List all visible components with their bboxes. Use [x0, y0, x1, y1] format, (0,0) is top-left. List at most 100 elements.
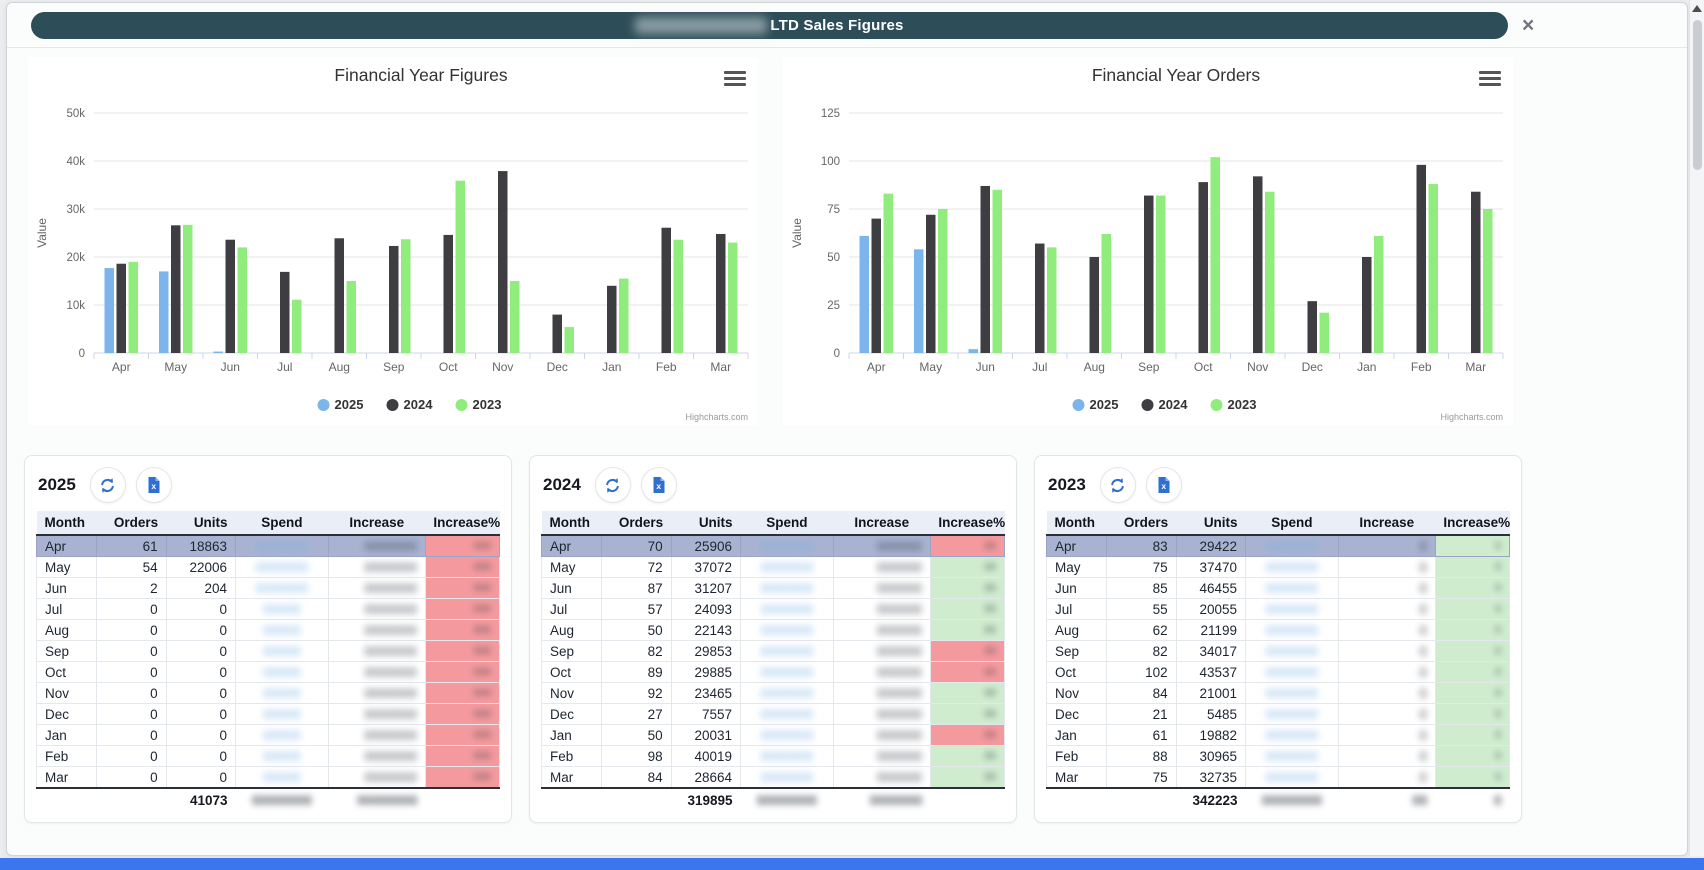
bar-2023-Oct[interactable]	[455, 180, 466, 353]
bar-2025-Apr[interactable]	[104, 268, 115, 353]
bar-2024-Jun[interactable]	[225, 239, 236, 353]
bar-2024-Jul[interactable]	[280, 271, 290, 353]
bar-2023-Oct[interactable]	[1210, 157, 1221, 353]
bar-2024-Aug[interactable]	[1089, 257, 1100, 353]
bar-2023-Sep[interactable]	[1156, 195, 1166, 353]
legend-item-2024[interactable]: 2024	[386, 397, 434, 412]
bar-2024-Sep[interactable]	[1144, 195, 1154, 353]
bar-2023-May[interactable]	[183, 224, 193, 353]
table-row-sep[interactable]: Sep 82 29853 0000000 000000 00	[540, 640, 1006, 662]
table-row-mar[interactable]: Mar 84 28664 0000000 000000 00	[540, 766, 1006, 789]
bar-2024-May[interactable]	[171, 225, 181, 353]
bar-2024-Jul[interactable]	[1035, 243, 1045, 353]
bar-2024-Mar[interactable]	[1471, 191, 1481, 353]
bar-2025-Jun[interactable]	[213, 351, 224, 353]
table-row-jun[interactable]: Jun 2 204 0000000 0000000 000	[35, 577, 501, 599]
table-row-apr[interactable]: Apr 61 18863 0000000 0000000 000	[35, 535, 501, 557]
refresh-button[interactable]	[1099, 467, 1136, 503]
close-button[interactable]: ×	[1522, 14, 1535, 37]
bar-2023-Dec[interactable]	[564, 327, 575, 353]
bar-2023-Apr[interactable]	[883, 193, 894, 353]
bar-2023-Feb[interactable]	[1428, 184, 1439, 353]
table-row-may[interactable]: May 54 22006 0000000 0000000 000	[35, 556, 501, 578]
table-row-jan[interactable]: Jan 0 0 00000 0000000 000	[35, 724, 501, 746]
table-row-jan[interactable]: Jan 50 20031 0000000 000000 00	[540, 724, 1006, 746]
bar-2023-Jul[interactable]	[1047, 247, 1057, 353]
table-row-may[interactable]: May 72 37072 0000000 000000 00	[540, 556, 1006, 578]
bar-2024-Jan[interactable]	[607, 285, 617, 353]
bar-2023-Dec[interactable]	[1319, 312, 1330, 353]
legend-item-2025[interactable]: 2025	[1072, 397, 1119, 412]
bar-2024-Nov[interactable]	[498, 171, 508, 353]
table-row-jul[interactable]: Jul 57 24093 0000000 000000 00	[540, 598, 1006, 620]
bar-2023-Jun[interactable]	[237, 247, 248, 353]
bar-2024-Jun[interactable]	[980, 185, 991, 353]
bar-2023-Apr[interactable]	[128, 261, 139, 353]
table-row-jun[interactable]: Jun 87 31207 0000000 000000 00	[540, 577, 1006, 599]
scrollbar-thumb[interactable]	[1692, 20, 1702, 170]
table-row-oct[interactable]: Oct 0 0 00000 0000000 000	[35, 661, 501, 683]
chart-context-menu-icon[interactable]	[724, 68, 746, 88]
table-row-jul[interactable]: Jul 0 0 00000 0000000 000	[35, 598, 501, 620]
table-row-nov[interactable]: Nov 0 0 00000 0000000 000	[35, 682, 501, 704]
table-row-mar[interactable]: Mar 75 32735 0000000 0 0	[1045, 766, 1511, 789]
bar-2024-Feb[interactable]	[1416, 164, 1427, 353]
bar-2023-Mar[interactable]	[728, 242, 738, 353]
table-row-aug[interactable]: Aug 50 22143 0000000 000000 00	[540, 619, 1006, 641]
table-row-dec[interactable]: Dec 0 0 00000 0000000 000	[35, 703, 501, 725]
export-excel-button[interactable]: x	[640, 467, 677, 503]
bar-2023-Jul[interactable]	[292, 299, 302, 353]
bar-2024-Apr[interactable]	[116, 263, 127, 353]
bar-2024-May[interactable]	[926, 214, 936, 353]
bar-2023-Nov[interactable]	[1265, 191, 1275, 353]
bar-2025-May[interactable]	[159, 271, 169, 353]
table-row-jun[interactable]: Jun 85 46455 0000000 0 0	[1045, 577, 1511, 599]
bar-2024-Dec[interactable]	[1307, 301, 1318, 353]
table-row-nov[interactable]: Nov 84 21001 0000000 0 0	[1045, 682, 1511, 704]
chart-context-menu-icon[interactable]	[1479, 68, 1501, 88]
table-row-dec[interactable]: Dec 27 7557 0000000 000000 00	[540, 703, 1006, 725]
table-row-sep[interactable]: Sep 0 0 00000 0000000 000	[35, 640, 501, 662]
bar-2024-Feb[interactable]	[661, 227, 672, 353]
bar-2024-Oct[interactable]	[1198, 182, 1209, 353]
refresh-button[interactable]	[89, 467, 126, 503]
table-row-oct[interactable]: Oct 102 43537 0000000 0 0	[1045, 661, 1511, 683]
bar-2023-Feb[interactable]	[673, 239, 684, 353]
bar-2023-Aug[interactable]	[346, 281, 357, 353]
table-row-sep[interactable]: Sep 82 34017 0000000 0 0	[1045, 640, 1511, 662]
bar-2024-Oct[interactable]	[443, 234, 454, 353]
bar-2024-Sep[interactable]	[389, 245, 399, 353]
table-row-feb[interactable]: Feb 98 40019 0000000 000000 00	[540, 745, 1006, 767]
bar-2025-Jun[interactable]	[968, 349, 979, 353]
export-excel-button[interactable]: x	[135, 467, 172, 503]
table-row-feb[interactable]: Feb 0 0 00000 0000000 000	[35, 745, 501, 767]
bar-2024-Mar[interactable]	[716, 233, 726, 353]
refresh-button[interactable]	[594, 467, 631, 503]
bar-2023-Jan[interactable]	[1374, 235, 1384, 353]
bar-2025-May[interactable]	[914, 249, 924, 353]
table-row-nov[interactable]: Nov 92 23465 0000000 000000 00	[540, 682, 1006, 704]
bar-2025-Apr[interactable]	[859, 235, 870, 353]
table-row-jan[interactable]: Jan 61 19882 0000000 0 0	[1045, 724, 1511, 746]
table-row-feb[interactable]: Feb 88 30965 0000000 0 0	[1045, 745, 1511, 767]
table-row-aug[interactable]: Aug 62 21199 0000000 0 0	[1045, 619, 1511, 641]
bar-2024-Nov[interactable]	[1253, 176, 1263, 353]
table-row-aug[interactable]: Aug 0 0 00000 0000000 000	[35, 619, 501, 641]
bar-2023-Aug[interactable]	[1101, 233, 1112, 353]
bar-2023-May[interactable]	[938, 209, 948, 353]
bar-2023-Mar[interactable]	[1483, 209, 1493, 353]
legend-item-2023[interactable]: 2023	[1210, 397, 1257, 412]
bar-2024-Apr[interactable]	[871, 218, 882, 353]
table-row-mar[interactable]: Mar 0 0 00000 0000000 000	[35, 766, 501, 789]
table-row-dec[interactable]: Dec 21 5485 0000000 0 0	[1045, 703, 1511, 725]
bar-2024-Aug[interactable]	[334, 238, 345, 353]
legend-item-2025[interactable]: 2025	[317, 397, 364, 412]
page-scrollbar[interactable]	[1689, 0, 1704, 856]
table-row-may[interactable]: May 75 37470 0000000 0 0	[1045, 556, 1511, 578]
bar-2023-Sep[interactable]	[401, 239, 411, 353]
bar-2023-Jan[interactable]	[619, 278, 629, 353]
table-row-jul[interactable]: Jul 55 20055 0000000 0 0	[1045, 598, 1511, 620]
bar-2023-Nov[interactable]	[510, 281, 520, 353]
export-excel-button[interactable]: x	[1145, 467, 1182, 503]
bar-2023-Jun[interactable]	[992, 189, 1003, 353]
